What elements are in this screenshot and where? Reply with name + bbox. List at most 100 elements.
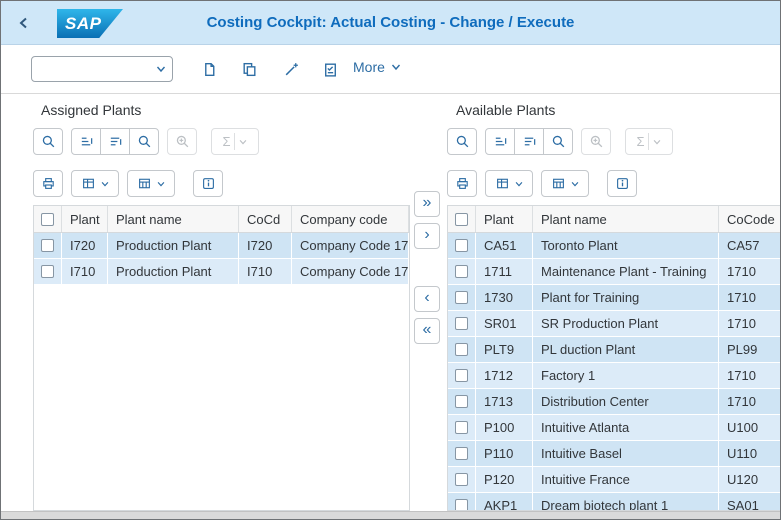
- chevron-down-icon: [239, 139, 246, 145]
- cell-cocode: U110: [719, 441, 780, 467]
- row-checkbox[interactable]: [41, 265, 54, 278]
- table-row[interactable]: 1713 Distribution Center 1710: [448, 389, 780, 415]
- info-button[interactable]: [607, 170, 637, 197]
- table-row[interactable]: 1711 Maintenance Plant - Training 1710: [448, 259, 780, 285]
- available-panel-title: Available Plants: [456, 102, 556, 118]
- horizontal-scrollbar[interactable]: [1, 511, 780, 519]
- available-toolbar-top: Σ: [447, 128, 673, 155]
- row-checkbox[interactable]: [455, 447, 468, 460]
- table-row[interactable]: I710 Production Plant I710 Company Code …: [34, 259, 409, 285]
- cell-cocd: I720: [239, 233, 292, 259]
- cell-plant: P110: [476, 441, 533, 467]
- cell-plant-name: SR Production Plant: [533, 311, 719, 337]
- table-view-icon: [82, 178, 94, 189]
- sort-ascending-button[interactable]: [71, 128, 101, 155]
- row-checkbox[interactable]: [455, 343, 468, 356]
- cell-plant-name: Intuitive France: [533, 467, 719, 493]
- row-checkbox[interactable]: [455, 265, 468, 278]
- column-header-plant[interactable]: Plant: [476, 206, 533, 232]
- table-row[interactable]: I720 Production Plant I720 Company Code …: [34, 233, 409, 259]
- cell-cocode: 1710: [719, 363, 780, 389]
- more-menu[interactable]: More: [353, 59, 402, 75]
- table-body: I720 Production Plant I720 Company Code …: [34, 233, 409, 285]
- column-header-plant-name[interactable]: Plant name: [533, 206, 719, 232]
- new-document-button[interactable]: [198, 58, 220, 80]
- chevron-down-icon[interactable]: [155, 63, 167, 75]
- cell-plant-name: Maintenance Plant - Training: [533, 259, 719, 285]
- layout-dropdown[interactable]: [541, 170, 589, 197]
- search-icon: [42, 135, 54, 148]
- column-header-plant-name[interactable]: Plant name: [108, 206, 239, 232]
- cell-plant: 1730: [476, 285, 533, 311]
- layout-dropdown[interactable]: [127, 170, 175, 197]
- back-button[interactable]: [11, 11, 37, 35]
- row-checkbox[interactable]: [455, 369, 468, 382]
- view-dropdown[interactable]: [71, 170, 119, 197]
- table-row[interactable]: P120 Intuitive France U120: [448, 467, 780, 493]
- cell-cocode: U100: [719, 415, 780, 441]
- find-button[interactable]: [543, 128, 573, 155]
- details-button[interactable]: [447, 128, 477, 155]
- sort-find-group: [485, 128, 573, 155]
- select-all-checkbox[interactable]: [41, 212, 54, 226]
- table-row[interactable]: PLT9 PL duction Plant PL99: [448, 337, 780, 363]
- more-label: More: [353, 59, 385, 75]
- find-button[interactable]: [129, 128, 159, 155]
- row-checkbox[interactable]: [455, 421, 468, 434]
- row-checkbox[interactable]: [455, 291, 468, 304]
- customize-button[interactable]: [280, 58, 302, 80]
- row-select-cell: [448, 441, 476, 467]
- move-all-left-button[interactable]: «: [414, 318, 440, 344]
- search-plus-icon: [176, 135, 188, 148]
- column-header-cocd[interactable]: CoCd: [239, 206, 292, 232]
- sort-descending-button[interactable]: [100, 128, 130, 155]
- back-chevron-icon: [19, 17, 27, 29]
- table-row[interactable]: AKP1 Dream biotech plant 1 SA01: [448, 493, 780, 510]
- app-header: SAP Costing Cockpit: Actual Costing - Ch…: [1, 1, 780, 45]
- cell-company-code: Company Code 17: [292, 233, 409, 259]
- checklist-button[interactable]: [319, 58, 341, 80]
- search-icon: [552, 135, 564, 148]
- table-row[interactable]: P110 Intuitive Basel U110: [448, 441, 780, 467]
- sort-ascending-button[interactable]: [485, 128, 515, 155]
- copy-button[interactable]: [238, 58, 260, 80]
- move-left-button[interactable]: ‹: [414, 286, 440, 312]
- checklist-icon: [324, 62, 336, 77]
- view-dropdown[interactable]: [485, 170, 533, 197]
- row-select-cell: [448, 259, 476, 285]
- table-row[interactable]: CA51 Toronto Plant CA57: [448, 233, 780, 259]
- details-button[interactable]: [33, 128, 63, 155]
- assigned-panel-title: Assigned Plants: [41, 102, 142, 118]
- table-row[interactable]: 1730 Plant for Training 1710: [448, 285, 780, 311]
- command-input[interactable]: [38, 59, 150, 81]
- sort-descending-icon: [524, 137, 535, 146]
- row-checkbox[interactable]: [455, 499, 468, 510]
- row-checkbox[interactable]: [455, 473, 468, 486]
- select-all-checkbox[interactable]: [455, 212, 468, 226]
- table-row[interactable]: P100 Intuitive Atlanta U100: [448, 415, 780, 441]
- chevron-down-icon: [101, 181, 108, 187]
- button-divider: [647, 133, 649, 150]
- row-checkbox[interactable]: [455, 395, 468, 408]
- print-button[interactable]: [33, 170, 63, 197]
- column-header-plant[interactable]: Plant: [62, 206, 108, 232]
- row-checkbox[interactable]: [455, 317, 468, 330]
- cell-cocode: CA57: [719, 233, 780, 259]
- command-combobox[interactable]: [31, 56, 173, 82]
- row-select-cell: [448, 311, 476, 337]
- sort-find-group: [71, 128, 159, 155]
- print-button[interactable]: [447, 170, 477, 197]
- sort-descending-button[interactable]: [514, 128, 544, 155]
- column-header-cocode[interactable]: CoCode: [719, 206, 780, 232]
- row-checkbox[interactable]: [455, 239, 468, 252]
- info-button[interactable]: [193, 170, 223, 197]
- move-right-button[interactable]: ›: [414, 223, 440, 249]
- cell-plant-name: Production Plant: [108, 233, 239, 259]
- row-checkbox[interactable]: [41, 239, 54, 252]
- table-row[interactable]: 1712 Factory 1 1710: [448, 363, 780, 389]
- table-view-icon: [496, 178, 508, 189]
- table-row[interactable]: SR01 SR Production Plant 1710: [448, 311, 780, 337]
- sort-descending-icon: [110, 137, 121, 146]
- move-all-right-button[interactable]: »: [414, 191, 440, 217]
- column-header-company-code[interactable]: Company code: [292, 206, 409, 232]
